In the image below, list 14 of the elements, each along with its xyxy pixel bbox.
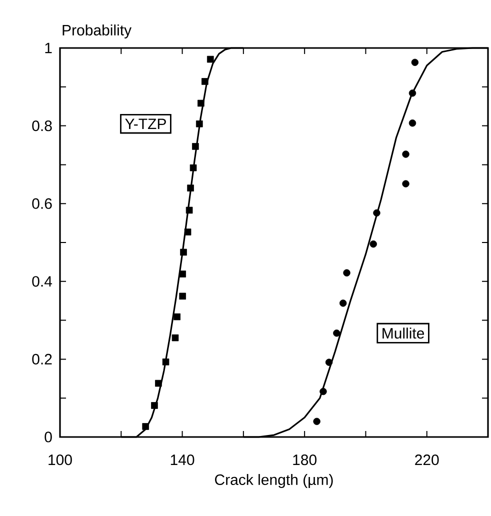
y-tick-label: 1 bbox=[45, 42, 52, 54]
x-tick-label: 140 bbox=[170, 454, 194, 466]
series-label: Y-TZP bbox=[124, 118, 166, 130]
x-tick-label: 180 bbox=[293, 454, 316, 466]
x-axis-title: Crack length (µm) bbox=[214, 474, 333, 488]
text: Mullite bbox=[382, 328, 424, 339]
x-tick-label: 100 bbox=[48, 454, 72, 466]
y-tick-label: 0.6 bbox=[32, 198, 52, 209]
y-tick-label: 0.2 bbox=[32, 354, 52, 364]
y-tick-label: 0.8 bbox=[32, 120, 52, 132]
y-tick-label: 0.4 bbox=[32, 276, 52, 287]
y-tick-label: 0 bbox=[44, 432, 52, 442]
x-tick-label: 220 bbox=[414, 454, 439, 466]
y-axis-title: Probability bbox=[62, 24, 132, 38]
